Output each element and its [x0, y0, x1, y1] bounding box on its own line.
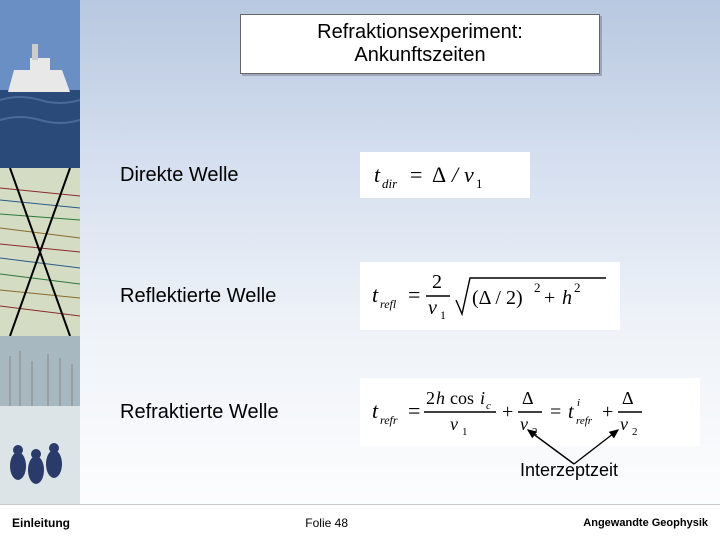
- row-direct: Direkte Welle t dir = Δ / v 1: [120, 152, 700, 198]
- label-direct: Direkte Welle: [120, 164, 360, 187]
- label-reflected: Reflektierte Welle: [120, 285, 360, 308]
- thumb-winter: [0, 336, 80, 504]
- svg-text:refl: refl: [380, 297, 397, 311]
- svg-text:t: t: [568, 401, 574, 423]
- svg-text:t: t: [372, 398, 379, 423]
- svg-text:+: +: [544, 287, 555, 309]
- row-reflected: Reflektierte Welle t refl = 2 v 1 (Δ: [120, 262, 700, 330]
- slide: Refraktionsexperiment: Ankunftszeiten Di…: [0, 0, 720, 540]
- svg-text:=: =: [550, 401, 561, 423]
- svg-text:2: 2: [426, 388, 435, 408]
- svg-text:Δ: Δ: [622, 388, 634, 408]
- svg-text:v: v: [428, 297, 437, 319]
- svg-text:refr: refr: [576, 415, 593, 427]
- sidebar-thumbnails: [0, 0, 80, 504]
- label-refracted: Refraktierte Welle: [120, 401, 360, 424]
- svg-text:2: 2: [574, 280, 581, 295]
- title-line-2: Ankunftszeiten: [249, 44, 591, 67]
- svg-text:=: =: [410, 162, 422, 187]
- svg-text:1: 1: [476, 176, 483, 191]
- svg-text:1: 1: [462, 426, 468, 438]
- svg-text:v: v: [464, 162, 474, 187]
- thumb-ship: [0, 0, 80, 168]
- svg-text:+: +: [602, 401, 613, 423]
- svg-text:c: c: [486, 400, 491, 412]
- svg-text:2: 2: [534, 280, 541, 295]
- title-line-1: Refraktionsexperiment:: [249, 21, 591, 44]
- footer-left: Einleitung: [12, 516, 70, 530]
- main-content: Refraktionsexperiment: Ankunftszeiten Di…: [80, 0, 720, 540]
- svg-text:h: h: [436, 388, 445, 408]
- svg-text:dir: dir: [382, 176, 398, 191]
- svg-text:cos: cos: [450, 388, 474, 408]
- footer: Einleitung Folie 48 Angewandte Geophysik: [0, 504, 720, 540]
- footer-right: Angewandte Geophysik: [583, 517, 708, 529]
- title-box: Refraktionsexperiment: Ankunftszeiten: [240, 14, 600, 74]
- svg-text:refr: refr: [380, 413, 398, 427]
- svg-text:=: =: [408, 282, 420, 307]
- svg-text:Δ: Δ: [522, 388, 534, 408]
- svg-text:h: h: [562, 287, 572, 309]
- thumb-seismic: [0, 168, 80, 336]
- formula-direct: t dir = Δ / v 1: [360, 152, 530, 198]
- svg-text:+: +: [502, 401, 513, 423]
- svg-text:Δ: Δ: [432, 162, 446, 187]
- interzept-label: Interzeptzeit: [520, 460, 618, 481]
- svg-text:v: v: [450, 414, 458, 434]
- svg-text:(Δ / 2): (Δ / 2): [472, 287, 523, 309]
- svg-text:2: 2: [432, 271, 442, 293]
- footer-center: Folie 48: [305, 516, 348, 530]
- svg-text:t: t: [374, 162, 381, 187]
- svg-text:/: /: [450, 162, 460, 187]
- svg-text:t: t: [372, 282, 379, 307]
- svg-text:=: =: [408, 398, 420, 423]
- svg-text:1: 1: [440, 308, 446, 322]
- svg-text:i: i: [577, 397, 580, 409]
- svg-text:i: i: [480, 388, 485, 408]
- formula-reflected: t refl = 2 v 1 (Δ / 2) 2 + h: [360, 262, 620, 330]
